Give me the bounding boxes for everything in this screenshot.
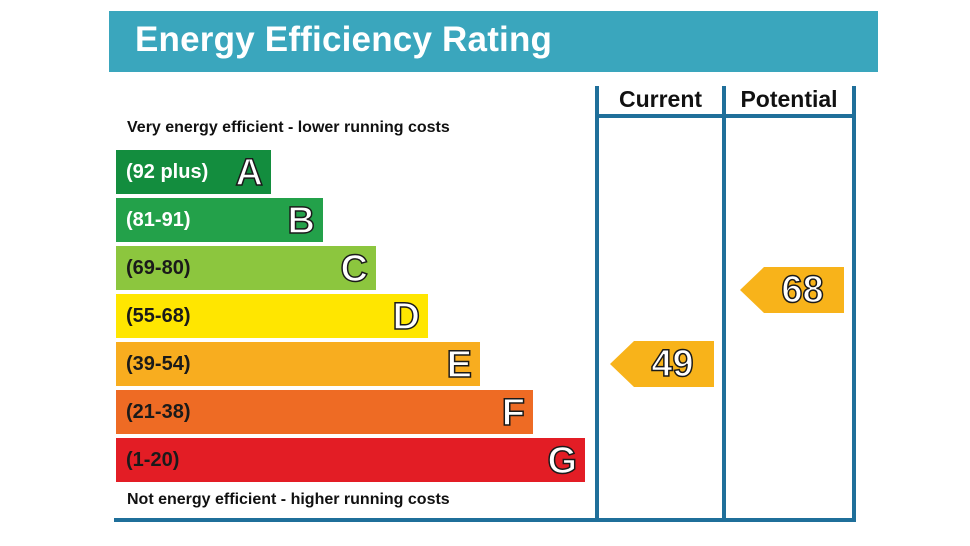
band-f: (21-38) F (116, 390, 533, 435)
title-bar: Energy Efficiency Rating (109, 11, 878, 72)
band-letter: B (287, 199, 316, 243)
band-range-label: (81-91) (126, 209, 191, 231)
current-rating-arrow: 49 (610, 341, 714, 387)
band-range-label: (1-20) (126, 449, 180, 471)
frame-line-right (852, 86, 856, 522)
chart-title: Energy Efficiency Rating (135, 20, 553, 59)
band-a: (92 plus) A (116, 150, 271, 195)
band-b: (81-91) B (116, 198, 323, 243)
frame-line-left (595, 86, 599, 522)
frame-line-middle (722, 86, 726, 522)
column-header-current: Current (618, 86, 703, 112)
current-arrow-shape (610, 341, 714, 387)
current-arrow-polygon (610, 341, 714, 387)
band-d: (55-68) D (116, 294, 428, 339)
top-caption: Very energy efficient - lower running co… (127, 119, 450, 136)
potential-rating-value: 68 (781, 268, 825, 312)
potential-rating-arrow: 68 (740, 267, 844, 313)
header-underline (595, 114, 856, 118)
column-header-potential: Potential (740, 86, 838, 112)
band-letter: G (547, 439, 578, 483)
band-letter: A (235, 151, 264, 195)
band-e: (39-54) E (116, 342, 480, 387)
band-range-label: (39-54) (126, 353, 191, 375)
band-range-label: (55-68) (126, 305, 191, 327)
band-range-label: (92 plus) (126, 161, 209, 183)
band-letter: C (340, 247, 369, 291)
band-g: (1-20) G (116, 438, 585, 483)
band-range-label: (69-80) (126, 257, 191, 279)
current-rating-value: 49 (651, 342, 695, 386)
potential-arrow-shape (740, 267, 844, 313)
band-letter: F (501, 391, 526, 435)
band-range-label: (21-38) (126, 401, 191, 423)
band-letter: E (446, 343, 473, 387)
bottom-caption: Not energy efficient - higher running co… (127, 491, 450, 508)
frame-line-bottom (114, 518, 856, 522)
potential-arrow-polygon (740, 267, 844, 313)
band-letter: D (392, 295, 421, 339)
band-c: (69-80) C (116, 246, 376, 291)
